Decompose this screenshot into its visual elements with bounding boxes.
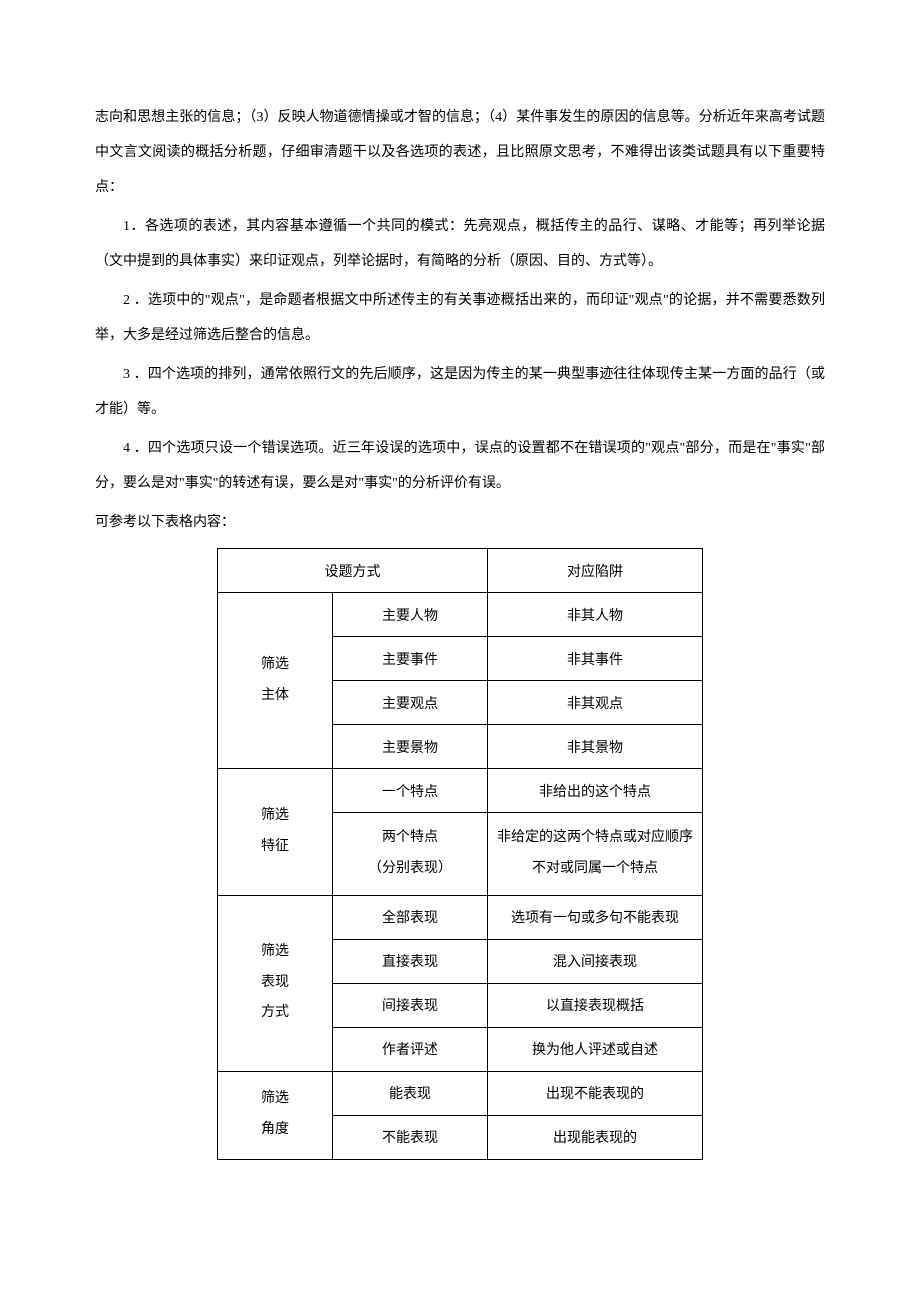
cell-trap: 出现不能表现的 [488, 1071, 703, 1115]
cell-trap: 出现能表现的 [488, 1115, 703, 1159]
table-row: 筛选 角度 能表现 出现不能表现的 [218, 1071, 703, 1115]
cell-trap: 以直接表现概括 [488, 983, 703, 1027]
cell-method: 主要事件 [333, 637, 488, 681]
cell-text: 筛选 角度 [218, 1084, 332, 1146]
cell-method: 不能表现 [333, 1115, 488, 1159]
paragraph-intro: 志向和思想主张的信息；（3）反映人物道德情操或才智的信息；（4）某件事发生的原因… [95, 100, 825, 205]
table-intro-text: 可参考以下表格内容： [95, 505, 825, 540]
cell-method: 直接表现 [333, 939, 488, 983]
cell-trap: 非其观点 [488, 681, 703, 725]
cell-method: 作者评述 [333, 1027, 488, 1071]
cell-trap: 选项有一句或多句不能表现 [488, 895, 703, 939]
header-trap: 对应陷阱 [488, 549, 703, 593]
cell-method: 主要人物 [333, 593, 488, 637]
table-header-row: 设题方式 对应陷阱 [218, 549, 703, 593]
cell-trap: 非其人物 [488, 593, 703, 637]
cell-method: 全部表现 [333, 895, 488, 939]
cell-method: 主要观点 [333, 681, 488, 725]
category-subject: 筛选 主体 [218, 593, 333, 769]
cell-method: 能表现 [333, 1071, 488, 1115]
table-row: 筛选 表现 方式 全部表现 选项有一句或多句不能表现 [218, 895, 703, 939]
cell-trap: 混入间接表现 [488, 939, 703, 983]
cell-method: 两个特点 （分别表现） [333, 813, 488, 896]
cell-trap: 换为他人评述或自述 [488, 1027, 703, 1071]
cell-text: 非给定的这两个特点或对应顺序 不对或同属一个特点 [488, 823, 702, 885]
reference-table: 设题方式 对应陷阱 筛选 主体 主要人物 非其人物 主要事件 非其事件 主要观点… [217, 548, 703, 1160]
cell-trap: 非给出的这个特点 [488, 769, 703, 813]
cell-trap: 非其事件 [488, 637, 703, 681]
cell-text: 筛选 主体 [218, 650, 332, 712]
paragraph-point-2: 2 ．选项中的"观点"，是命题者根据文中所述传主的有关事迹概括出来的，而印证"观… [95, 283, 825, 353]
category-expression: 筛选 表现 方式 [218, 895, 333, 1071]
header-question-method: 设题方式 [218, 549, 488, 593]
cell-method: 一个特点 [333, 769, 488, 813]
cell-method: 主要景物 [333, 725, 488, 769]
cell-text: 筛选 特征 [218, 801, 332, 863]
cell-trap: 非给定的这两个特点或对应顺序 不对或同属一个特点 [488, 813, 703, 896]
category-feature: 筛选 特征 [218, 769, 333, 896]
cell-trap: 非其景物 [488, 725, 703, 769]
table-row: 筛选 主体 主要人物 非其人物 [218, 593, 703, 637]
category-angle: 筛选 角度 [218, 1071, 333, 1159]
cell-text: 筛选 表现 方式 [218, 937, 332, 1029]
table-row: 筛选 特征 一个特点 非给出的这个特点 [218, 769, 703, 813]
paragraph-point-4: 4 ．四个选项只设一个错误选项。近三年设误的选项中，误点的设置都不在错误项的"观… [95, 431, 825, 501]
paragraph-point-1: 1．各选项的表述，其内容基本遵循一个共同的模式：先亮观点，概括传主的品行、谋略、… [95, 209, 825, 279]
paragraph-point-3: 3 ．四个选项的排列，通常依照行文的先后顺序，这是因为传主的某一典型事迹往往体现… [95, 357, 825, 427]
cell-method: 间接表现 [333, 983, 488, 1027]
cell-text: 两个特点 （分别表现） [333, 823, 487, 885]
